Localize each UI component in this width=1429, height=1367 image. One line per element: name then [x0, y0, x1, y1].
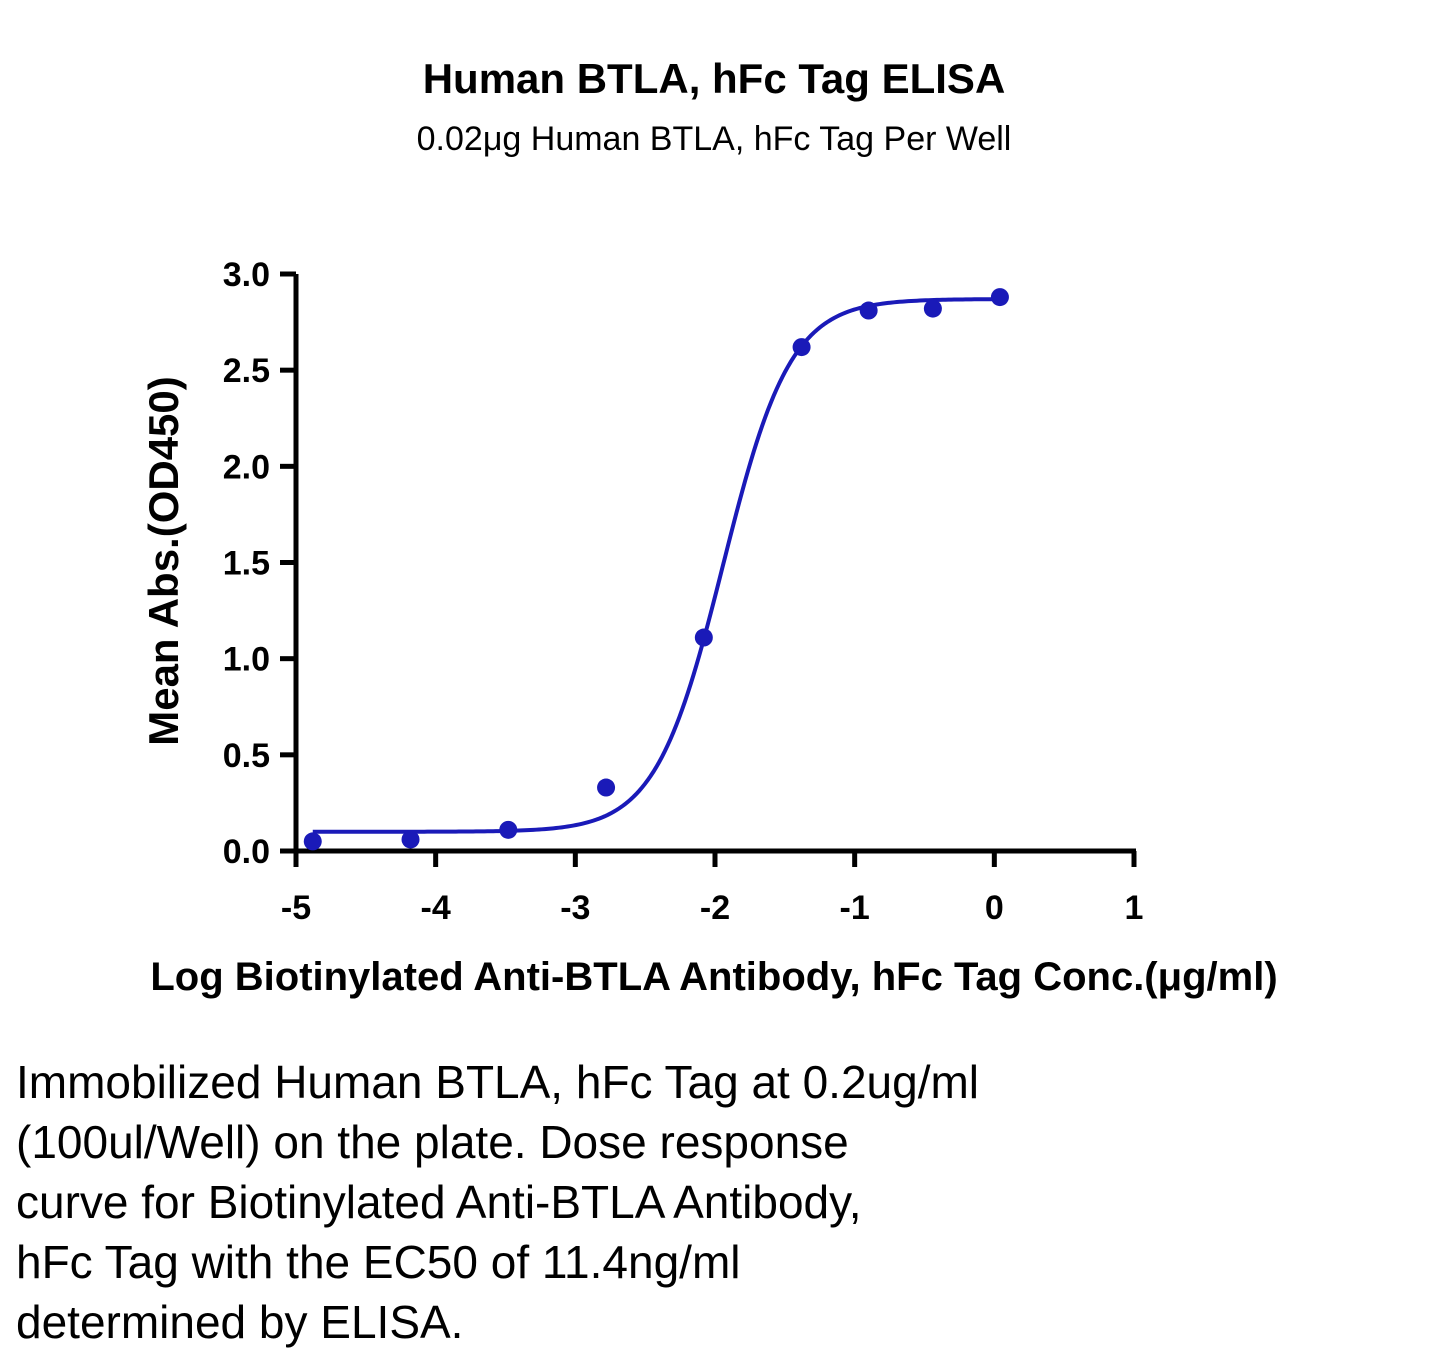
caption-line: curve for Biotinylated Anti-BTLA Antibod… [16, 1176, 862, 1228]
caption-line: (100ul/Well) on the plate. Dose response [16, 1116, 849, 1168]
figure-caption: Immobilized Human BTLA, hFc Tag at 0.2ug… [16, 1052, 1216, 1352]
chart-subtitle: 0.02μg Human BTLA, hFc Tag Per Well [417, 120, 1012, 158]
x-axis-label: Log Biotinylated Anti-BTLA Antibody, hFc… [150, 955, 1277, 999]
y-tick-label: 2.0 [223, 448, 270, 486]
x-tick-label: 0 [985, 889, 1004, 927]
x-tick-label: 1 [1125, 889, 1144, 927]
y-tick-label: 3.0 [223, 256, 270, 294]
data-point [694, 628, 713, 647]
caption-line: Immobilized Human BTLA, hFc Tag at 0.2ug… [16, 1056, 980, 1108]
y-tick-label: 1.5 [223, 545, 270, 583]
elisa-dose-response-chart: Human BTLA, hFc Tag ELISA 0.02μg Human B… [140, 55, 1278, 999]
y-tick-label: 1.0 [223, 641, 270, 679]
data-point [597, 778, 616, 797]
x-tick-label: -5 [281, 889, 311, 927]
x-tick-label: -2 [700, 889, 730, 927]
data-points-layer [303, 288, 1009, 851]
data-point [792, 338, 811, 357]
chart-title: Human BTLA, hFc Tag ELISA [423, 55, 1006, 102]
data-point [499, 820, 518, 839]
data-point [401, 830, 420, 849]
fit-curve [312, 297, 1000, 834]
y-tick-label: 2.5 [223, 352, 270, 390]
data-point [923, 299, 942, 318]
x-tick-label: -3 [560, 889, 590, 927]
data-point [990, 288, 1009, 307]
y-tick-label: 0.5 [223, 737, 270, 775]
y-axis-label: Mean Abs.(OD450) [140, 376, 187, 746]
y-tick-label: 0.0 [223, 833, 270, 871]
x-tick-label: -4 [421, 889, 451, 927]
fit-curve-layer [312, 297, 1000, 834]
data-point [859, 301, 878, 320]
caption-line: hFc Tag with the EC50 of 11.4ng/ml [16, 1236, 741, 1288]
caption-line: determined by ELISA. [16, 1296, 464, 1348]
x-tick-label: -1 [840, 889, 870, 927]
data-point [303, 832, 322, 851]
axes: 0.0 0.5 1.0 1.5 2.0 2.5 3.0 -5 -4 -3 -2 -1 0 1 [223, 256, 1144, 927]
